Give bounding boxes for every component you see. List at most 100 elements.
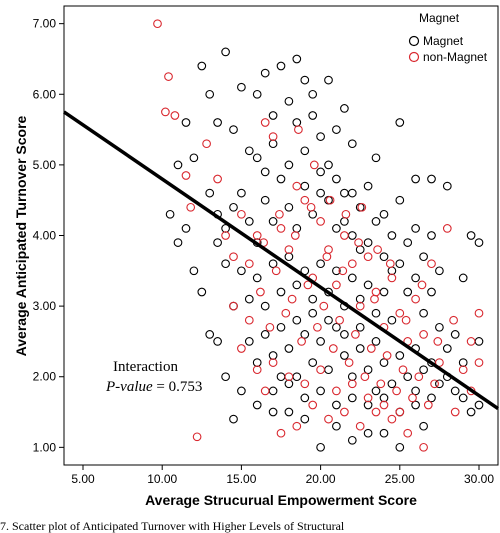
point-magnet-105 <box>355 294 365 304</box>
legend-marker-magnet <box>408 35 420 47</box>
point-magnet-117 <box>300 330 310 339</box>
point-magnet-84 <box>395 259 405 269</box>
point-non-magnet-48 <box>324 414 333 424</box>
point-non-magnet-64 <box>313 322 322 332</box>
point-non-magnet-11 <box>252 231 262 240</box>
point-magnet-54 <box>213 337 222 346</box>
point-magnet-174 <box>260 167 270 177</box>
x-tick-label-1: 10.00 <box>147 472 177 486</box>
point-non-magnet-72 <box>376 379 386 389</box>
point-non-magnet-74 <box>392 386 401 396</box>
point-non-magnet-57 <box>256 287 265 297</box>
point-non-magnet-71 <box>366 344 376 353</box>
y-tick-label-2: 3.00 <box>33 299 57 313</box>
point-magnet-141 <box>347 393 357 403</box>
point-magnet-22 <box>340 104 349 113</box>
point-non-magnet-95 <box>300 379 310 389</box>
point-magnet-172 <box>450 386 460 396</box>
point-non-magnet-24 <box>355 301 365 311</box>
point-magnet-150 <box>316 188 325 198</box>
point-non-magnet-41 <box>466 337 476 346</box>
point-magnet-92 <box>252 273 262 283</box>
point-magnet-52 <box>229 414 238 424</box>
point-non-magnet-21 <box>332 280 341 290</box>
point-magnet-45 <box>332 421 341 431</box>
point-non-magnet-101 <box>395 407 405 417</box>
point-non-magnet-33 <box>427 259 436 269</box>
point-non-magnet-78 <box>423 400 433 410</box>
point-magnet-46 <box>316 442 325 452</box>
point-magnet-1 <box>173 160 183 170</box>
point-magnet-104 <box>347 273 357 283</box>
point-magnet-76 <box>332 224 341 233</box>
legend: Magnet Magnet non-Magnet <box>408 11 488 64</box>
point-magnet-151 <box>332 174 341 184</box>
point-magnet-74 <box>316 167 325 177</box>
point-non-magnet-40 <box>474 358 484 367</box>
point-magnet-156 <box>411 224 420 233</box>
point-magnet-87 <box>419 252 428 262</box>
point-magnet-31 <box>458 273 468 283</box>
point-magnet-127 <box>379 358 389 367</box>
point-magnet-85 <box>403 238 413 247</box>
point-magnet-109 <box>387 315 397 325</box>
point-magnet-60 <box>205 188 215 198</box>
point-non-magnet-90 <box>417 280 427 290</box>
point-magnet-63 <box>229 202 238 212</box>
point-non-magnet-109 <box>170 111 180 120</box>
point-magnet-3 <box>189 153 199 163</box>
point-non-magnet-108 <box>202 139 211 149</box>
point-non-magnet-3 <box>181 171 191 180</box>
point-magnet-164 <box>324 315 333 325</box>
point-non-magnet-10 <box>244 259 254 269</box>
point-magnet-121 <box>332 322 341 332</box>
point-magnet-59 <box>173 238 183 247</box>
point-non-magnet-106 <box>357 202 367 212</box>
point-non-magnet-35 <box>442 224 452 233</box>
point-magnet-10 <box>244 146 254 156</box>
point-non-magnet-8 <box>229 252 238 262</box>
point-non-magnet-96 <box>316 365 325 375</box>
point-non-magnet-19 <box>316 217 325 226</box>
point-magnet-43 <box>363 428 373 438</box>
point-magnet-44 <box>347 435 357 445</box>
point-non-magnet-59 <box>271 266 281 276</box>
interaction-annotation: Interaction P-value = 0.753 <box>105 359 202 395</box>
point-non-magnet-63 <box>303 280 313 290</box>
x-axis-ticks: 5.00 10.00 15.00 20.00 25.00 30.00 <box>71 465 494 486</box>
x-tick-label-2: 15.00 <box>226 472 256 486</box>
point-magnet-83 <box>387 231 397 240</box>
point-magnet-33 <box>450 330 460 339</box>
point-non-magnet-75 <box>398 365 408 375</box>
point-non-magnet-43 <box>403 428 413 438</box>
point-magnet-146 <box>252 153 262 163</box>
point-magnet-69 <box>276 174 286 184</box>
point-magnet-11 <box>252 89 262 99</box>
point-non-magnet-70 <box>360 372 370 382</box>
point-non-magnet-44 <box>387 414 397 424</box>
point-magnet-25 <box>395 118 405 127</box>
point-non-magnet-1 <box>164 72 173 81</box>
point-magnet-97 <box>292 280 302 290</box>
point-magnet-38 <box>427 393 436 403</box>
point-non-magnet-47 <box>340 407 349 417</box>
point-non-magnet-91 <box>433 337 443 346</box>
point-non-magnet-7 <box>221 231 230 240</box>
point-magnet-139 <box>316 386 325 396</box>
y-axis-ticks: 1.00 2.00 3.00 4.00 5.00 6.00 7.00 <box>33 17 64 454</box>
point-non-magnet-83 <box>306 202 316 212</box>
point-non-magnet-12 <box>260 118 270 127</box>
point-magnet-119 <box>316 337 325 346</box>
x-tick-label-3: 20.00 <box>306 472 336 486</box>
point-non-magnet-81 <box>275 209 284 219</box>
point-non-magnet-73 <box>382 351 392 360</box>
point-magnet-51 <box>237 386 246 396</box>
point-non-magnet-99 <box>363 393 373 403</box>
point-magnet-118 <box>308 358 318 367</box>
point-non-magnet-102 <box>294 125 303 134</box>
point-magnet-28 <box>442 181 452 191</box>
point-magnet-4 <box>197 61 207 71</box>
point-magnet-107 <box>371 308 381 318</box>
point-non-magnet-97 <box>332 386 341 396</box>
y-tick-label-1: 2.00 <box>33 370 57 384</box>
